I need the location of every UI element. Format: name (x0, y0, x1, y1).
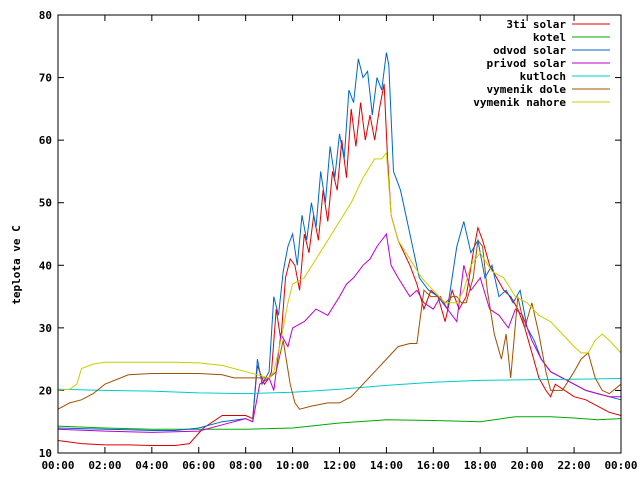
series-lines (57, 52, 622, 446)
x-tick-label: 06:00 (182, 459, 215, 472)
legend-entry-label: vymenik dole (487, 83, 567, 96)
series-line-vymenik-dole (57, 239, 622, 410)
series-line-vymenik-nahore (57, 151, 622, 391)
y-axis-label: teplota ve C (10, 225, 23, 304)
x-tick-label: 14:00 (370, 459, 403, 472)
y-tick-label: 60 (39, 134, 52, 147)
y-tick-label: 80 (39, 9, 52, 22)
legend-entry-label: kutloch (520, 70, 566, 83)
legend-entry-label: privod solar (487, 57, 567, 70)
x-tick-label: 12:00 (323, 459, 356, 472)
y-ticks: 10 20 30 40 50 60 70 80 (39, 9, 621, 460)
plot-frame (57, 14, 622, 454)
legend-entry-label: odvod solar (493, 44, 566, 57)
x-tick-label: 04:00 (135, 459, 168, 472)
y-tick-label: 40 (39, 259, 52, 272)
series-line-kotel (57, 416, 622, 430)
y-tick-label: 70 (39, 72, 52, 85)
x-tick-label: 22:00 (558, 459, 591, 472)
y-tick-label: 10 (39, 447, 52, 460)
x-tick-label: 20:00 (511, 459, 544, 472)
legend-entry-label: 3ti solar (506, 18, 566, 31)
series-line-kutloch (57, 378, 622, 395)
x-tick-label: 00:00 (41, 459, 74, 472)
x-tick-label: 08:00 (229, 459, 262, 472)
y-tick-label: 30 (39, 322, 52, 335)
y-tick-label: 20 (39, 384, 52, 397)
x-tick-label: 10:00 (276, 459, 309, 472)
x-tick-label: 02:00 (88, 459, 121, 472)
x-tick-label: 00:00 (604, 459, 637, 472)
x-tick-label: 16:00 (417, 459, 450, 472)
series-line-odvod-solar (57, 52, 622, 431)
y-tick-label: 50 (39, 197, 52, 210)
x-ticks: 00:00 02:00 04:00 06:00 08:00 10:00 12:00 14:00… (41, 15, 638, 472)
legend-entry-label: kotel (533, 31, 566, 44)
x-tick-label: 18:00 (464, 459, 497, 472)
legend-entry-label: vymenik nahore (473, 96, 566, 109)
